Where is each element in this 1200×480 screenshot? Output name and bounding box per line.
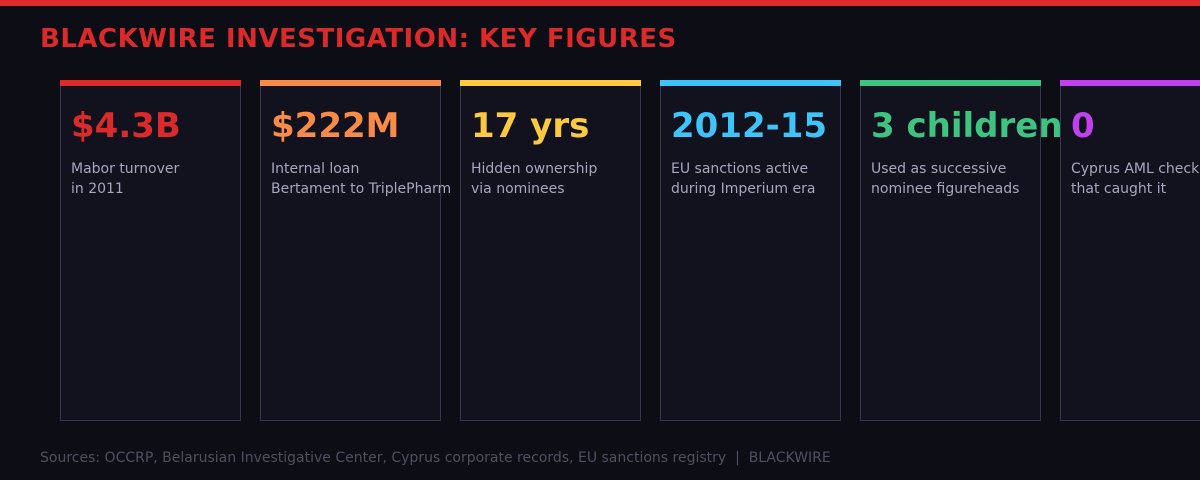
key-figure-card-ownership: 17 yrs Hidden ownership via nominees xyxy=(460,80,641,421)
card-description-line: Mabor turnover xyxy=(71,161,180,177)
card-description-line: Cyprus AML checks xyxy=(1071,161,1200,177)
card-description-line: Bertament to TriplePharm xyxy=(271,181,452,197)
card-accent-stripe xyxy=(860,80,1041,86)
card-description-line: Hidden ownership xyxy=(471,161,598,177)
card-description-line: that caught it xyxy=(1071,181,1167,197)
card-description: Mabor turnover in 2011 xyxy=(71,159,179,199)
card-value: $4.3B xyxy=(71,106,181,146)
top-accent-bar xyxy=(0,0,1200,6)
key-figure-card-loan: $222M Internal loan Bertament to TripleP… xyxy=(260,80,451,421)
card-value: 0 xyxy=(1071,106,1095,146)
card-description-line: nominee figureheads xyxy=(871,181,1020,197)
card-description-line: in 2011 xyxy=(71,181,124,197)
key-figure-card-turnover: $4.3B Mabor turnover in 2011 xyxy=(60,80,241,421)
page-title: BLACKWIRE INVESTIGATION: KEY FIGURES xyxy=(40,24,677,54)
key-figure-card-nominees: 3 children Used as successive nominee fi… xyxy=(860,80,1063,421)
card-value: $222M xyxy=(271,106,400,146)
card-value: 3 children xyxy=(871,106,1063,146)
card-description-line: during Imperium era xyxy=(671,181,816,197)
card-description: Internal loan Bertament to TriplePharm xyxy=(271,159,451,199)
card-description: Used as successive nominee figureheads xyxy=(871,159,1019,199)
key-figure-card-aml-checks: 0 Cyprus AML checks that caught it xyxy=(1060,80,1200,421)
card-accent-stripe xyxy=(260,80,441,86)
card-description: EU sanctions active during Imperium era xyxy=(671,159,815,199)
key-figure-card-sanctions: 2012-15 EU sanctions active during Imper… xyxy=(660,80,841,421)
sources-footer: Sources: OCCRP, Belarusian Investigative… xyxy=(40,450,831,466)
card-description-line: EU sanctions active xyxy=(671,161,809,177)
card-description-line: Internal loan xyxy=(271,161,360,177)
card-description-line: via nominees xyxy=(471,181,565,197)
card-accent-stripe xyxy=(60,80,241,86)
card-accent-stripe xyxy=(1060,80,1200,86)
card-accent-stripe xyxy=(660,80,841,86)
card-description: Hidden ownership via nominees xyxy=(471,159,597,199)
card-description-line: Used as successive xyxy=(871,161,1007,177)
card-accent-stripe xyxy=(460,80,641,86)
card-description: Cyprus AML checks that caught it xyxy=(1071,159,1200,199)
card-value: 17 yrs xyxy=(471,106,590,146)
card-value: 2012-15 xyxy=(671,106,828,146)
